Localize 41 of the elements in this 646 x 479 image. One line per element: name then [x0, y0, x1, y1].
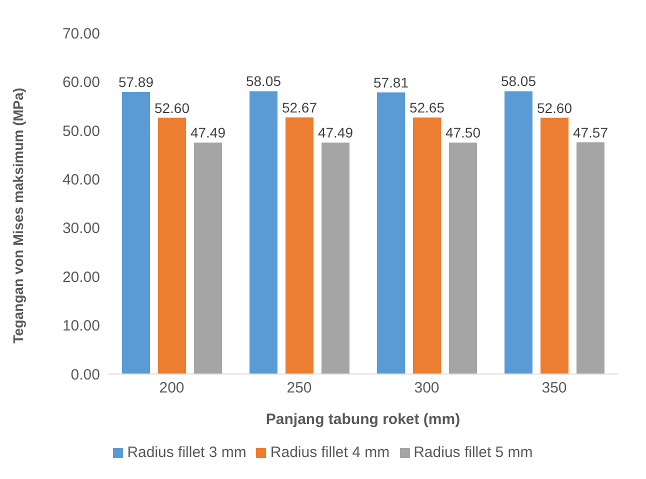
x-tick-label: 300	[414, 380, 440, 397]
bar	[449, 142, 477, 374]
bar	[250, 91, 278, 374]
bar	[286, 117, 314, 374]
data-label: 47.49	[318, 124, 354, 141]
data-label: 52.67	[282, 99, 318, 116]
x-tick-label: 200	[159, 380, 184, 397]
y-axis-title: Tegangan von Mises maksimum (MPa)	[10, 88, 26, 344]
y-tick-label: 40.00	[62, 171, 100, 188]
data-label: 47.50	[445, 124, 481, 141]
bar	[158, 118, 186, 374]
legend-label: Radius fillet 4 mm	[270, 444, 390, 461]
bar	[413, 118, 441, 374]
y-tick-label: 20.00	[62, 268, 100, 286]
bar	[377, 92, 405, 374]
y-tick-label: 70.00	[62, 25, 100, 42]
data-label: 52.65	[409, 100, 445, 116]
bar	[576, 142, 604, 374]
y-tick-label: 50.00	[62, 122, 100, 140]
bar	[194, 142, 222, 374]
y-tick-label: 0.00	[70, 366, 100, 384]
data-label: 58.05	[500, 73, 536, 90]
bar	[504, 91, 532, 374]
data-label: 57.81	[373, 74, 409, 90]
legend-label: Radius fillet 5 mm	[414, 444, 533, 461]
data-label: 47.49	[190, 124, 226, 141]
bar	[540, 118, 568, 374]
y-tick-label: 30.00	[62, 220, 100, 238]
data-label: 58.05	[246, 73, 282, 90]
x-axis-title: Panjang tabung roket (mm)	[266, 411, 460, 428]
data-label: 57.89	[118, 74, 154, 90]
y-tick-label: 10.00	[62, 318, 100, 335]
data-label: 47.57	[572, 124, 608, 140]
x-tick-label: 350	[542, 380, 567, 397]
data-label: 52.60	[154, 100, 190, 116]
legend-label: Radius fillet 3 mm	[127, 444, 246, 461]
bar	[122, 92, 150, 374]
x-tick-label: 250	[286, 380, 312, 397]
bar	[322, 142, 350, 374]
data-label: 52.60	[536, 100, 572, 116]
y-tick-label: 60.00	[62, 74, 100, 92]
